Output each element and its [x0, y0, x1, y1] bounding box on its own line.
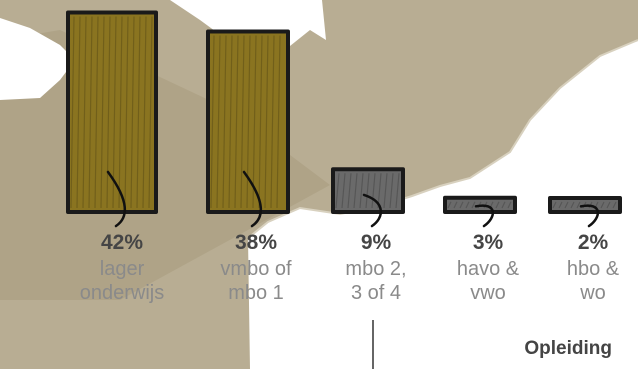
- bar-leader-line: [242, 170, 263, 228]
- bar-rect: [66, 10, 158, 214]
- bar-hatch: [365, 173, 370, 209]
- category-label: vwo: [470, 282, 506, 304]
- bar-hatch: [246, 35, 251, 209]
- bar-rect: [206, 29, 290, 214]
- bar-hatch: [353, 173, 358, 209]
- bar-hatch: [210, 35, 215, 209]
- bar-hatch: [371, 173, 376, 209]
- bar-hatch: [459, 201, 464, 209]
- bar-hatch: [234, 35, 239, 209]
- bar-2: [206, 29, 290, 228]
- value-label: 42%: [101, 231, 143, 254]
- bar-hatch: [106, 16, 111, 209]
- bar-hatch: [270, 35, 275, 209]
- bar-leader-line: [106, 170, 127, 228]
- category-label: hbo &: [567, 258, 620, 280]
- value-label: 2%: [578, 231, 609, 254]
- bar-hatch: [94, 16, 99, 209]
- value-label: 3%: [473, 231, 504, 254]
- bar-hatch: [600, 201, 605, 209]
- category-label: mbo 2,: [345, 258, 406, 280]
- bar-hatch: [88, 16, 93, 209]
- bar-hatch: [447, 201, 452, 209]
- bar-leader-line: [474, 204, 494, 228]
- category-label: vmbo of: [220, 258, 292, 280]
- x-axis-title: Opleiding: [524, 338, 612, 359]
- value-label: 9%: [361, 231, 392, 254]
- bar-hatch: [130, 16, 135, 209]
- bar-hatch: [359, 173, 364, 209]
- bar-hatch: [142, 16, 147, 209]
- bar-hatch: [395, 173, 400, 209]
- category-label: havo &: [457, 258, 520, 280]
- bar-hatch: [136, 16, 141, 209]
- bar-1: [66, 10, 158, 228]
- bar-hatch: [100, 16, 105, 209]
- category-label: wo: [579, 282, 606, 304]
- bar-hatch: [118, 16, 123, 209]
- bar-3: [331, 167, 405, 228]
- bar-4: [443, 195, 517, 228]
- bar-hatch: [501, 201, 506, 209]
- category-label: lager: [100, 258, 145, 280]
- bar-leader-line: [579, 204, 599, 228]
- category-label: 3 of 4: [351, 282, 401, 304]
- bar-hatch: [507, 201, 512, 209]
- map-border-line: [247, 39, 638, 239]
- bar-hatch: [222, 35, 227, 209]
- bar-hatch: [576, 201, 581, 209]
- bar-hatch: [564, 201, 569, 209]
- bar-hatch: [112, 16, 117, 209]
- bar-hatch: [264, 35, 269, 209]
- category-label: mbo 1: [228, 282, 284, 304]
- bar-hatch: [258, 35, 263, 209]
- bar-hatch: [252, 35, 257, 209]
- bar-hatch: [383, 173, 388, 209]
- bar-hatch: [341, 173, 346, 209]
- bar-hatch: [240, 35, 245, 209]
- bar-hatch: [124, 16, 129, 209]
- map-sea: [0, 18, 75, 100]
- bar-hatch: [453, 201, 458, 209]
- bar-hatch: [612, 201, 617, 209]
- bar-leader-line: [362, 193, 382, 228]
- bar-hatch: [552, 201, 557, 209]
- bar-hatch: [82, 16, 87, 209]
- bar-hatch: [558, 201, 563, 209]
- bar-5: [548, 196, 622, 228]
- bar-hatch: [216, 35, 221, 209]
- bar-hatch: [70, 16, 75, 209]
- bars-group: [66, 10, 622, 228]
- bar-hatch: [76, 16, 81, 209]
- bar-hatch: [228, 35, 233, 209]
- bar-hatch: [276, 35, 281, 209]
- bar-hatch: [495, 201, 500, 209]
- bar-rect: [331, 167, 405, 214]
- bar-hatch: [335, 173, 340, 209]
- category-label: onderwijs: [80, 282, 164, 304]
- bar-hatch: [148, 16, 153, 209]
- bar-hatch: [465, 201, 470, 209]
- bar-hatch: [389, 173, 394, 209]
- value-label: 38%: [235, 231, 277, 254]
- bar-hatch: [471, 201, 476, 209]
- bar-hatch: [570, 201, 575, 209]
- bar-hatch: [606, 201, 611, 209]
- bar-hatch: [347, 173, 352, 209]
